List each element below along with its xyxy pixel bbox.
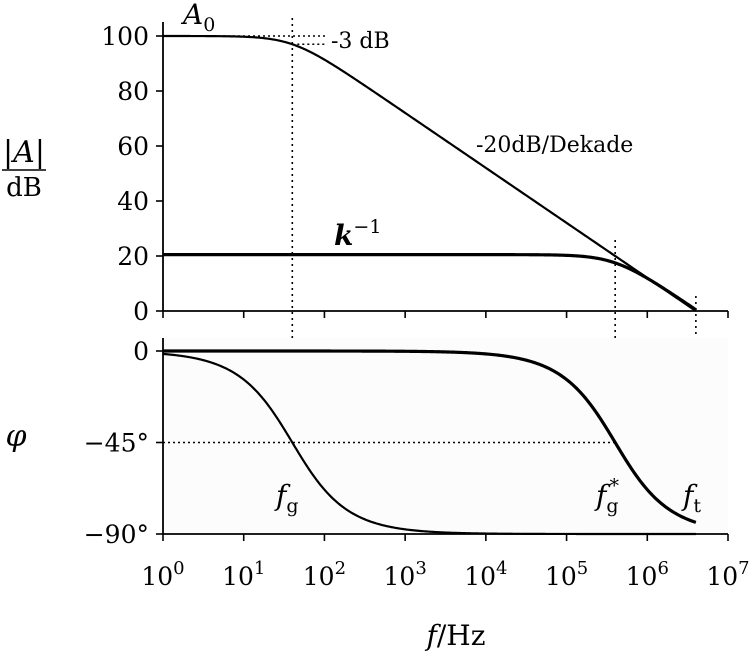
closed-loop-phase-line xyxy=(163,349,697,524)
x-tick-label: 103 xyxy=(384,558,427,591)
slope-label: -20dB/Dekade xyxy=(476,133,633,158)
magnitude-y-tick-label: 80 xyxy=(117,77,149,106)
x-tick-label: 104 xyxy=(464,558,507,591)
phase-x-ticks xyxy=(162,534,729,541)
magnitude-y-tick-label: 20 xyxy=(117,242,149,271)
x-tick-label: 107 xyxy=(706,558,749,591)
magnitude-y-tick-label: 100 xyxy=(101,22,149,51)
k-inverse-label: k−1 xyxy=(334,216,381,252)
magnitude-panel: 0 20 40 60 80 100 |A| dB A0 -3 dB -20dB/Dekad… xyxy=(2,0,729,534)
x-axis-tick-labels: 100 101 102 103 104 105 106 107 xyxy=(141,558,749,591)
magnitude-y-ticks: 0 20 40 60 80 100 xyxy=(101,22,163,326)
magnitude-ylabel-numerator: |A| xyxy=(3,135,45,170)
x-tick-label: 105 xyxy=(545,558,588,591)
phase-y-tick-label: −45° xyxy=(84,429,149,458)
closed-loop-magnitude-line xyxy=(163,253,697,312)
magnitude-x-ticks xyxy=(162,311,729,318)
open-loop-magnitude-line xyxy=(163,34,697,312)
magnitude-y-tick-label: 0 xyxy=(133,297,149,326)
phase-curves xyxy=(162,349,697,536)
x-tick-label: 106 xyxy=(626,558,669,591)
x-axis-title: f/Hz xyxy=(425,619,486,652)
phase-y-tick-label: −90° xyxy=(84,520,149,549)
magnitude-y-tick-label: 40 xyxy=(117,187,149,216)
phase-background xyxy=(163,338,728,534)
phase-panel: 0−45°−90° φ fg fg* ft xyxy=(5,337,729,549)
a0-label: A0 xyxy=(180,0,215,36)
open-loop-phase-line xyxy=(162,352,696,536)
phase-y-ticks: 0 −45° −90° xyxy=(84,337,163,549)
phase-y-tick-label: 0 xyxy=(133,337,149,366)
magnitude-ylabel-denominator: dB xyxy=(6,173,42,203)
x-tick-label: 102 xyxy=(303,558,346,591)
phase-ylabel: φ xyxy=(5,419,26,454)
x-tick-label: 101 xyxy=(222,558,265,591)
magnitude-y-tick-label: 60 xyxy=(117,132,149,161)
x-tick-label: 100 xyxy=(141,558,184,591)
minus-3db-label: -3 dB xyxy=(331,29,390,54)
